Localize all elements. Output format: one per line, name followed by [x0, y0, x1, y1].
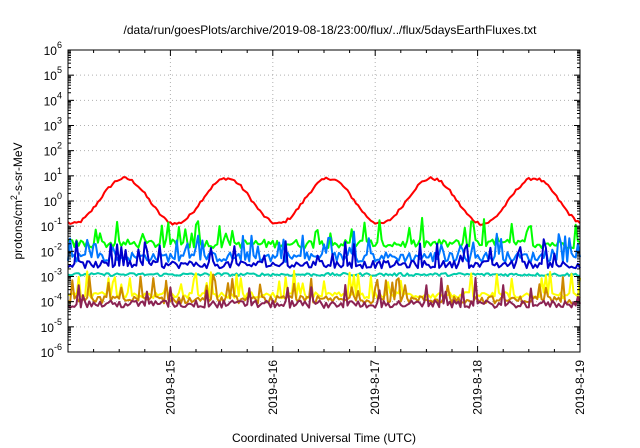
y-tick-label: 10-3 — [41, 267, 62, 285]
series-line-2 — [67, 230, 581, 263]
x-tick-label: 2019-8-19 — [573, 360, 587, 415]
x-tick-label: 2019-8-17 — [368, 360, 382, 415]
series-line-3 — [67, 238, 581, 270]
x-axis: 2019-8-15 2019-8-16 2019-8-17 2019-8-18 2019… — [67, 50, 587, 415]
y-tick-label: 102 — [44, 141, 62, 159]
y-tick-label: 104 — [44, 90, 62, 108]
y-axis: 10-6 10-5 10-4 10-3 10-2 10-1 100 101 102 103 104 1… — [41, 40, 580, 360]
y-axis-label: protons/cm2-s-sr-MeV — [9, 142, 25, 259]
y-tick-label: 101 — [44, 166, 62, 184]
y-tick-label: 10-4 — [41, 292, 62, 310]
y-tick-label: 10-2 — [41, 241, 62, 259]
series-group — [67, 176, 581, 309]
y-tick-label: 10-5 — [41, 317, 62, 335]
series-line-7 — [67, 276, 581, 309]
x-axis-label: Coordinated Universal Time (UTC) — [232, 431, 416, 445]
series-line-6 — [67, 273, 581, 305]
series-line-5 — [67, 269, 581, 300]
series-line-4 — [67, 272, 581, 277]
chart-title: /data/run/goesPlots/archive/2019-08-18/2… — [124, 23, 538, 37]
y-tick-label: 105 — [44, 65, 62, 83]
y-tick-label: 10-1 — [41, 216, 62, 234]
x-tick-label: 2019-8-16 — [266, 360, 280, 415]
y-tick-label: 106 — [44, 40, 62, 58]
series-line-0 — [67, 176, 581, 226]
y-tick-label: 10-6 — [41, 342, 62, 360]
y-tick-label: 100 — [44, 191, 62, 209]
x-tick-label: 2019-8-18 — [471, 360, 485, 415]
y-tick-label: 103 — [44, 116, 62, 134]
x-tick-label: 2019-8-15 — [163, 360, 177, 415]
